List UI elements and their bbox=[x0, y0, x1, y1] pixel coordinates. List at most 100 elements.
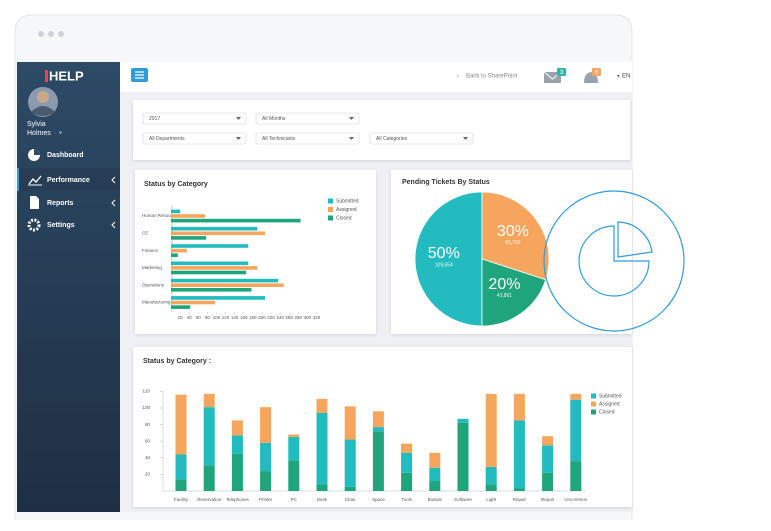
filter-dropdown[interactable] bbox=[142, 112, 247, 125]
slice-percent: 20% bbox=[488, 276, 520, 293]
x-tick-label: Repair bbox=[541, 497, 555, 502]
filter-value: All Departments bbox=[149, 136, 185, 142]
bar-segment bbox=[203, 393, 215, 408]
bar bbox=[171, 300, 216, 305]
y-tick-label: 120 bbox=[142, 389, 150, 394]
nav-item[interactable]: Settings bbox=[47, 222, 75, 229]
pie-slice bbox=[481, 258, 547, 327]
bar-segment bbox=[203, 407, 215, 466]
bar-segment bbox=[485, 466, 497, 485]
pie-slice bbox=[481, 191, 550, 281]
bar bbox=[171, 253, 178, 257]
x-tick-label: 240 bbox=[276, 315, 284, 320]
filter-dropdown[interactable] bbox=[369, 132, 474, 145]
bar bbox=[171, 209, 181, 214]
bar bbox=[171, 266, 258, 270]
bar bbox=[171, 278, 279, 283]
x-tick-label: 160 bbox=[240, 315, 248, 320]
legend-swatch bbox=[328, 207, 333, 212]
filter-dropdown[interactable] bbox=[255, 112, 360, 125]
category-label: Manufacturing bbox=[142, 300, 171, 305]
y-tick-label: 80 bbox=[145, 422, 151, 427]
mail-badge-bg bbox=[557, 68, 566, 76]
bell-badge: 8 bbox=[595, 70, 599, 76]
nav-active-bg bbox=[17, 168, 120, 191]
nav-active-marker bbox=[17, 168, 19, 191]
nav-item[interactable]: Reports bbox=[47, 200, 74, 207]
x-tick-label: 20 bbox=[178, 315, 184, 320]
back-link[interactable]: Back to SharePoint bbox=[466, 74, 518, 80]
bar-segment bbox=[231, 453, 243, 491]
x-tick-label: Telephones bbox=[226, 497, 250, 502]
dropdown-arrow bbox=[349, 117, 354, 120]
category-label: Finance bbox=[142, 248, 159, 253]
nav-item[interactable]: Performance bbox=[47, 177, 90, 184]
bar-segment bbox=[457, 422, 469, 491]
x-tick-label: PC bbox=[291, 497, 298, 502]
sidebar bbox=[17, 62, 120, 512]
filter-panel bbox=[133, 100, 630, 160]
window-dot bbox=[38, 31, 44, 37]
bar-segment bbox=[344, 486, 356, 491]
bar-segment bbox=[542, 436, 554, 446]
legend-label: Closed bbox=[599, 409, 615, 415]
legend-swatch bbox=[328, 198, 333, 204]
x-tick-label: Software bbox=[454, 497, 472, 502]
bar-segment bbox=[542, 472, 554, 491]
logo: HELP bbox=[49, 68, 84, 83]
nav-item[interactable]: Dashboard bbox=[47, 152, 84, 159]
filter-dropdown[interactable] bbox=[142, 132, 247, 145]
bar-segment bbox=[429, 481, 441, 491]
bar-segment bbox=[260, 471, 272, 491]
category-label: CE bbox=[142, 230, 148, 235]
x-tick-label: Uncommon bbox=[564, 497, 588, 502]
user-menu-caret[interactable]: ▾ bbox=[59, 131, 62, 137]
bar bbox=[171, 261, 249, 266]
x-tick-label: 320 bbox=[313, 315, 321, 320]
avatar-face bbox=[37, 91, 49, 103]
x-tick-label: 100 bbox=[213, 315, 221, 320]
legend-swatch bbox=[591, 393, 596, 399]
pie-slice bbox=[414, 191, 483, 327]
bar-segment bbox=[513, 393, 525, 421]
legend-label: Submitted bbox=[336, 198, 359, 204]
slice-percent: 50% bbox=[428, 245, 460, 262]
dashboard-icon-cut bbox=[34, 149, 40, 155]
bar-segment bbox=[570, 399, 582, 462]
legend-swatch bbox=[328, 215, 333, 221]
bar-segment bbox=[401, 452, 413, 473]
bar-segment bbox=[231, 435, 243, 454]
legend-swatch bbox=[591, 409, 596, 415]
bar bbox=[171, 283, 284, 287]
user-last-name: Holmes bbox=[27, 130, 51, 137]
y-tick-label: 100 bbox=[142, 405, 150, 410]
bar-segment bbox=[288, 437, 300, 461]
mail-icon[interactable] bbox=[544, 72, 561, 83]
bar bbox=[171, 270, 246, 275]
legend-swatch bbox=[591, 401, 596, 407]
dropdown-arrow bbox=[236, 137, 241, 140]
chart-title: Pending Tickets By Status bbox=[402, 179, 490, 186]
bar bbox=[171, 244, 249, 248]
bar-segment bbox=[457, 418, 469, 423]
filter-dropdown[interactable] bbox=[255, 132, 360, 145]
x-tick-label: Printer bbox=[259, 497, 273, 502]
bar-segment bbox=[344, 406, 356, 440]
pie-decoration-wedge bbox=[617, 221, 653, 258]
x-tick-label: Light bbox=[486, 497, 497, 502]
settings-icon bbox=[27, 218, 41, 232]
pie-decoration bbox=[543, 190, 685, 332]
slice-count: 65,792 bbox=[505, 240, 521, 246]
bar-segment bbox=[401, 443, 413, 453]
bar-segment bbox=[542, 445, 554, 473]
dropdown-arrow bbox=[236, 117, 241, 120]
bar-segment bbox=[372, 431, 384, 491]
bar-segment bbox=[485, 484, 497, 491]
bar bbox=[171, 248, 187, 253]
dynamic-layer: 2017 All Months All Departments All Technic… bbox=[142, 112, 622, 502]
bar-segment bbox=[288, 460, 300, 491]
language[interactable]: EN bbox=[622, 74, 630, 80]
pie-decoration-slice bbox=[578, 225, 650, 297]
bar-segment bbox=[203, 465, 215, 491]
